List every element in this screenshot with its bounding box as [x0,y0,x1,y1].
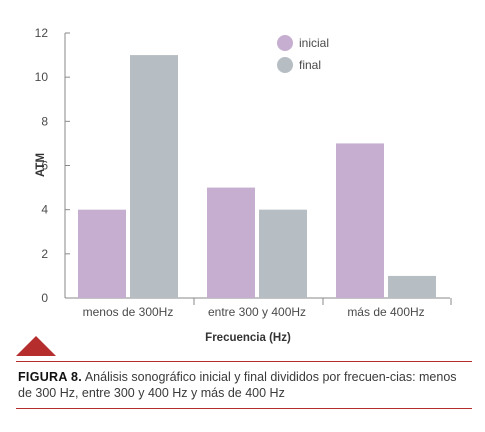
y-tick-label: 12 [35,26,49,40]
corner-triangle-icon [16,336,56,356]
x-tick-label: entre 300 y 400Hz [208,305,306,319]
x-tick-label: menos de 300Hz [83,305,174,319]
y-tick-label: 8 [41,114,48,128]
caption-divider-bottom [16,408,472,409]
legend-swatch-final [277,57,293,73]
y-tick-label: 6 [41,159,48,173]
x-tick-label: más de 400Hz [347,305,424,319]
bar-final [259,209,307,298]
y-tick-label: 0 [41,291,48,305]
y-axis-title: ATM [35,153,47,177]
bar-inicial [336,143,384,298]
x-axis-title: Frecuencia (Hz) [205,332,291,344]
bar-inicial [207,187,255,298]
caption-label: FIGURA 8. [18,370,83,384]
legend-swatch-inicial [277,35,293,51]
figure-caption: FIGURA 8. Análisis sonográfico inicial y… [18,370,470,401]
legend-label-inicial: inicial [299,36,329,50]
legend-label-final: final [299,58,321,72]
y-tick-label: 10 [35,70,49,84]
caption-text: Análisis sonográfico inicial y final div… [18,370,457,400]
bar-chart: 0 2 4 6 8 10 12 menos de 300Hz entre 300 y 400Hz… [35,26,452,344]
bar-final [388,275,436,298]
y-tick-label: 4 [41,203,48,217]
bar-final [130,55,178,299]
caption-divider-top [16,361,472,362]
y-tick-label: 2 [41,247,48,261]
bar-inicial [78,209,126,298]
